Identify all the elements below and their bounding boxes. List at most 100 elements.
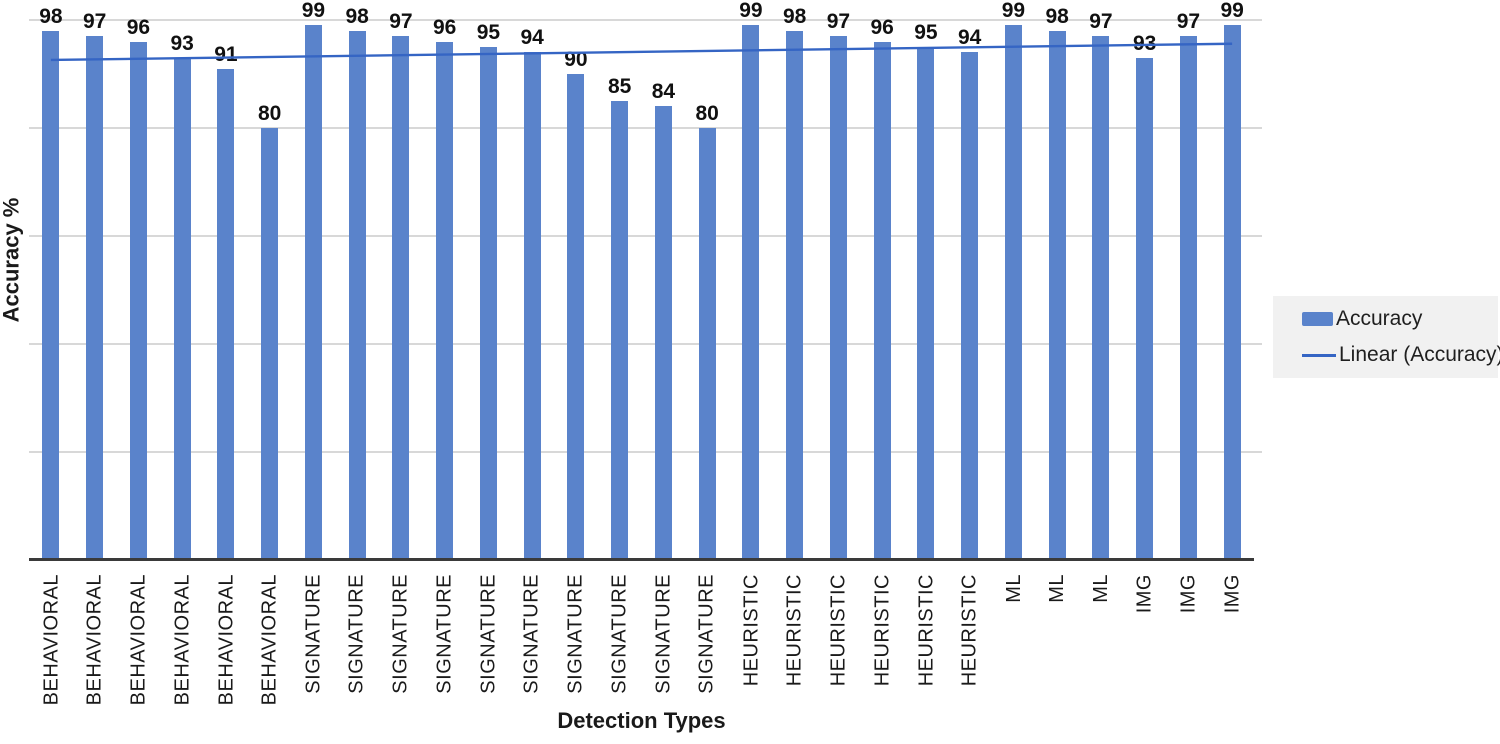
category-label: SIGNATURE [554,570,598,708]
bar [1004,25,1022,560]
category-label: SIGNATURE [467,570,511,708]
gridline [29,235,1262,237]
category-label-text: SIGNATURE [652,574,675,694]
category-label-text: IMG [1133,574,1156,614]
category-label: SIGNATURE [685,570,729,708]
y-axis-title: Accuracy % [0,10,26,510]
category-label-text: HEURISTIC [827,574,850,687]
bar [698,128,716,560]
category-label: HEURISTIC [729,570,773,708]
category-label-text: IMG [1177,574,1200,614]
bar [217,68,235,560]
category-label-text: IMG [1221,574,1244,614]
bar [86,36,104,560]
category-label: HEURISTIC [948,570,992,708]
bar-value-label: 85 [607,75,632,98]
bar [42,30,60,560]
bar-value-label: 97 [826,10,851,34]
category-label-text: SIGNATURE [521,574,544,694]
bar [1223,25,1241,560]
bar-value-label: 93 [170,31,194,55]
bar-value-label: 98 [782,4,807,28]
bar-value-label: 97 [389,10,413,34]
category-label: IMG [1167,570,1211,708]
category-label-text: BEHAVIORAL [39,574,62,706]
category-label-text: SIGNATURE [608,574,631,694]
category-label-text: ML [1002,574,1025,603]
bar [873,41,891,560]
bar [1136,57,1154,560]
bar [129,41,147,560]
category-label: HEURISTIC [817,570,861,708]
bar [173,57,191,560]
category-label: SIGNATURE [292,570,336,708]
legend-label: Accuracy [1336,307,1423,330]
category-label: BEHAVIORAL [117,570,161,708]
bar-value-label: 80 [257,102,282,125]
category-label-text: HEURISTIC [871,574,894,687]
category-label-text: BEHAVIORAL [214,574,237,706]
gridline [29,451,1262,453]
category-label: BEHAVIORAL [160,570,204,708]
accuracy-bar-swatch-icon [1302,312,1333,326]
legend-item-linear-accuracy: Linear (Accuracy) [1302,343,1500,367]
bar [1092,36,1110,560]
category-labels: BEHAVIORAL BEHAVIORAL BEHAVIORAL BEHAVIORAL… [29,570,1254,708]
bar [479,47,497,560]
bar-value-label: 94 [957,26,982,50]
bar-value-label: 97 [1176,10,1201,34]
category-label: SIGNATURE [379,570,423,708]
legend-label: Linear (Accuracy) [1339,343,1500,366]
bar-value-label: 91 [214,42,238,66]
category-label-text: BEHAVIORAL [83,574,106,706]
x-axis-line [29,558,1254,561]
bar [829,36,847,560]
category-label: SIGNATURE [510,570,554,708]
category-label: IMG [1210,570,1254,708]
bar-value-label: 99 [1220,0,1244,23]
legend-item-accuracy: Accuracy [1302,307,1498,331]
category-label: SIGNATURE [335,570,379,708]
category-label: BEHAVIORAL [73,570,117,708]
x-axis-title: Detection Types [557,708,726,733]
category-label: ML [992,570,1036,708]
bar-value-label: 99 [1001,0,1026,23]
category-label: HEURISTIC [904,570,948,708]
legend: Accuracy Linear (Accuracy) [1273,296,1500,378]
y-axis-title-text: Accuracy % [0,197,23,323]
bar [392,36,410,560]
bar-value-label: 97 [1089,10,1113,34]
bar-value-label: 96 [432,15,457,39]
bar [1179,36,1197,560]
bar-value-label: 99 [301,0,326,23]
bar [567,74,585,560]
category-label: SIGNATURE [642,570,686,708]
category-label: HEURISTIC [773,570,817,708]
category-label-text: SIGNATURE [346,574,369,694]
category-label: HEURISTIC [860,570,904,708]
category-label-text: BEHAVIORAL [127,574,150,706]
bar [1048,30,1066,560]
bar [611,101,629,560]
bar [654,106,672,560]
bar [436,41,454,560]
bar [917,47,935,560]
trendline-swatch-icon [1302,353,1336,357]
category-label: BEHAVIORAL [204,570,248,708]
bar-value-label: 98 [39,4,63,28]
bar-value-label: 95 [914,21,938,44]
bar-value-label: 80 [695,102,719,125]
category-label-text: SIGNATURE [564,574,587,694]
bar [523,52,541,560]
bar [961,52,979,560]
category-label: BEHAVIORAL [248,570,292,708]
bar-value-label: 96 [870,15,894,39]
gridline [29,127,1262,129]
category-label-text: SIGNATURE [696,574,719,694]
category-label-text: SIGNATURE [302,574,325,694]
category-label: ML [1079,570,1123,708]
bar [742,25,760,560]
category-label: SIGNATURE [598,570,642,708]
category-label-text: SIGNATURE [477,574,500,694]
category-label-text: SIGNATURE [389,574,412,694]
